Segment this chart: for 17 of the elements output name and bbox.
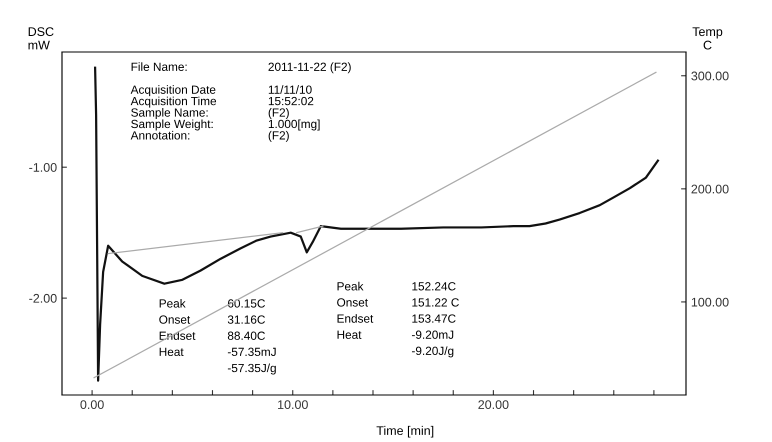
annotation: 2011-11-22 (F2) 11/11/10 15:52:02 (F2) 1.000[mg] (F2) [268,62,351,142]
y-tick-label: -2.00 [29,294,57,303]
annotation: 152.24C 151.22 C 153.47C -9.20mJ -9.20J/g [412,282,459,358]
annotation: 60.15C 31.16C 88.40C -57.35mJ -57.35J/g [228,299,276,375]
y2-tick-label: 100.00 [692,298,729,307]
text: File Name: Acquisition Date Acquisition Time Sample Name: Sample Weight: Annotation: [130,62,216,140]
y2-tick-label: 200.00 [691,184,729,194]
y-axis-title: DSC mW [28,27,54,50]
y-tick-label: -1.00 [29,163,57,172]
x-tick-label: 20.00 [478,400,509,410]
annotation: Peak Onset Endset Heat [337,282,374,339]
y2-axis-title: Temp C [692,27,722,50]
y2-tick-label: 300.00 [691,72,729,80]
x-tick-label: 10.00 [278,400,308,410]
x-axis-title: Time [min] [376,426,434,438]
annotation: Peak Onset Endset Heat [159,298,196,356]
x-tick-label: 0.00 [80,400,104,410]
